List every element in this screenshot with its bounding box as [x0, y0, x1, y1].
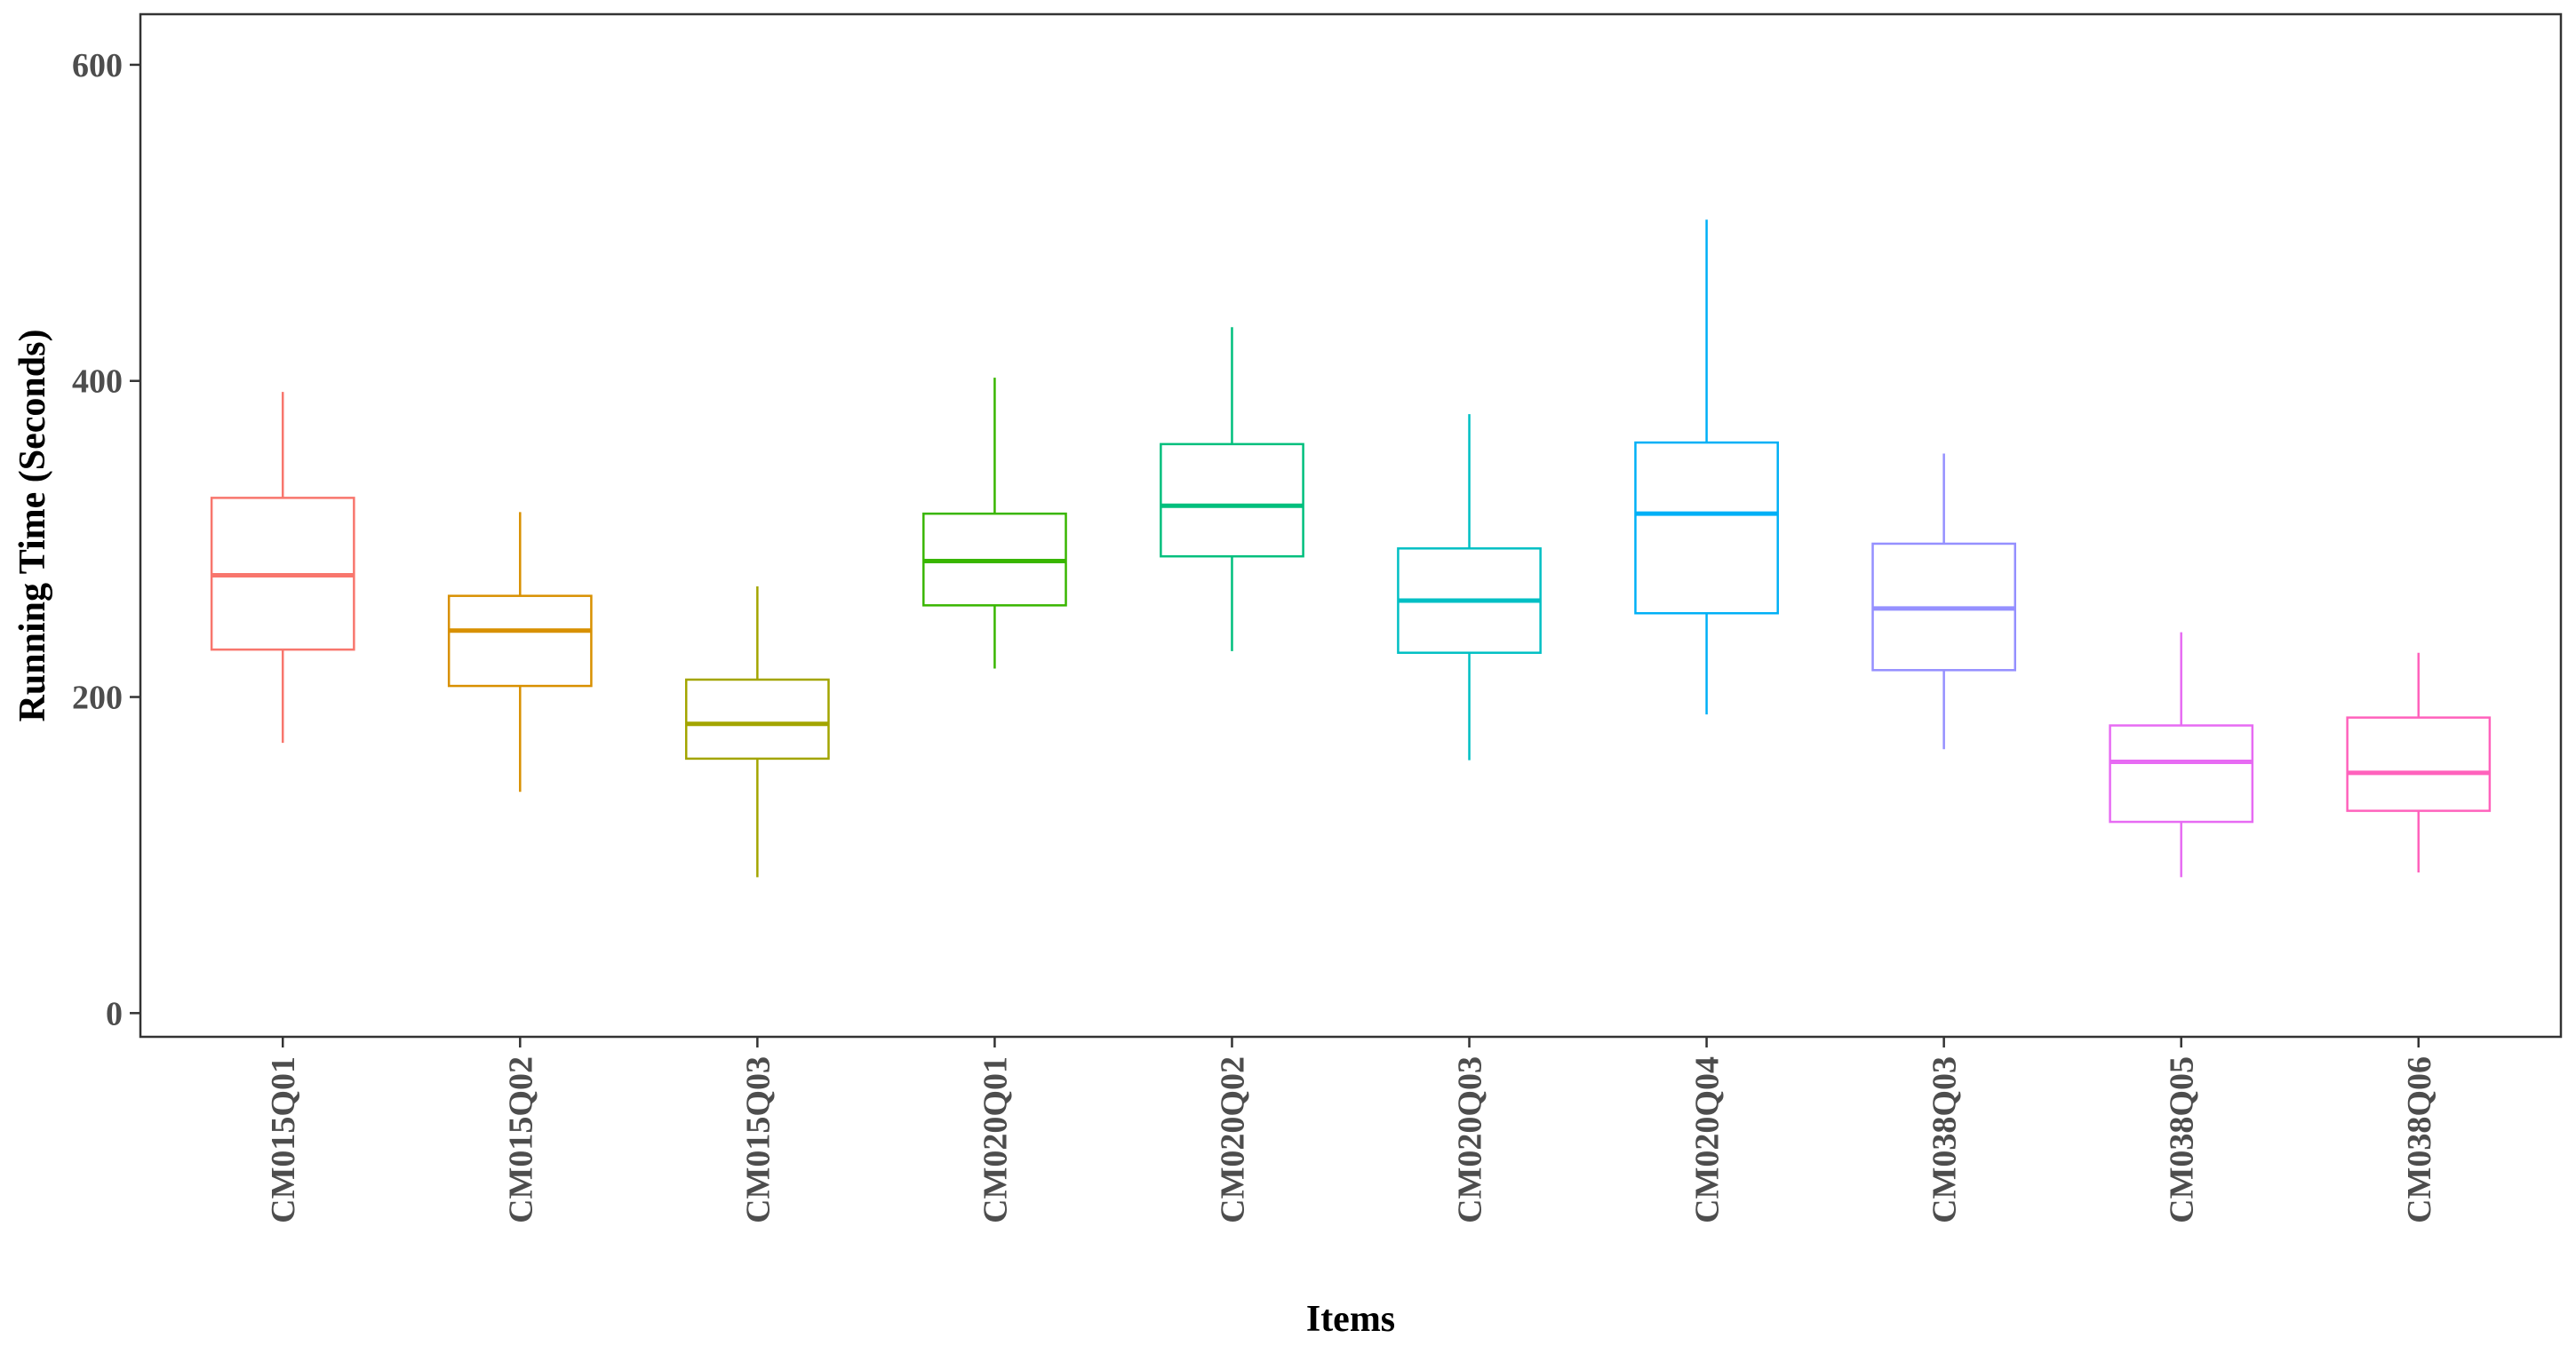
x-tick-label: CM015Q03 [739, 1056, 777, 1223]
box-CM038Q03 [1871, 453, 2017, 750]
box-CM015Q03 [684, 585, 830, 878]
box-CM015Q01 [210, 392, 355, 744]
box-CM020Q04 [1634, 219, 1779, 715]
x-tick-label: CM038Q06 [2401, 1056, 2438, 1223]
box-CM020Q03 [1397, 414, 1542, 761]
box-iqr [684, 678, 830, 761]
x-tick-label: CM020Q01 [977, 1056, 1014, 1223]
x-tick-label: CM020Q03 [1452, 1056, 1489, 1223]
axes-layer: 0 200 400 600 CM015Q01 CM015Q02 CM015Q03 CM020Q… [72, 47, 2438, 1223]
box-iqr [447, 594, 593, 688]
x-tick-label: CM020Q02 [1214, 1056, 1251, 1223]
x-tick-label: CM015Q01 [265, 1056, 302, 1223]
box-iqr [2346, 716, 2492, 812]
x-tick-label: CM038Q05 [2164, 1056, 2201, 1223]
box-iqr [1160, 442, 1304, 558]
x-tick-label: CM020Q04 [1689, 1056, 1727, 1223]
box-CM020Q02 [1160, 327, 1304, 651]
box-CM020Q01 [922, 378, 1067, 669]
plot-panel-border [139, 12, 2563, 1039]
x-tick-label: CM015Q02 [502, 1056, 539, 1223]
y-tick-label: 200 [72, 680, 123, 717]
box-CM038Q05 [2109, 632, 2254, 878]
boxes-layer [210, 219, 2492, 878]
y-tick-label: 400 [72, 363, 123, 401]
y-tick-label: 600 [72, 47, 123, 84]
y-tick-label: 0 [106, 995, 123, 1032]
box-iqr [1634, 441, 1779, 615]
y-axis-title: Running Time (Seconds) [12, 330, 53, 722]
x-axis-title: Items [1306, 1299, 1395, 1340]
box-CM038Q06 [2346, 652, 2492, 872]
box-CM015Q02 [447, 512, 593, 792]
x-tick-label: CM038Q03 [1926, 1056, 1964, 1223]
box-iqr [2109, 724, 2254, 824]
